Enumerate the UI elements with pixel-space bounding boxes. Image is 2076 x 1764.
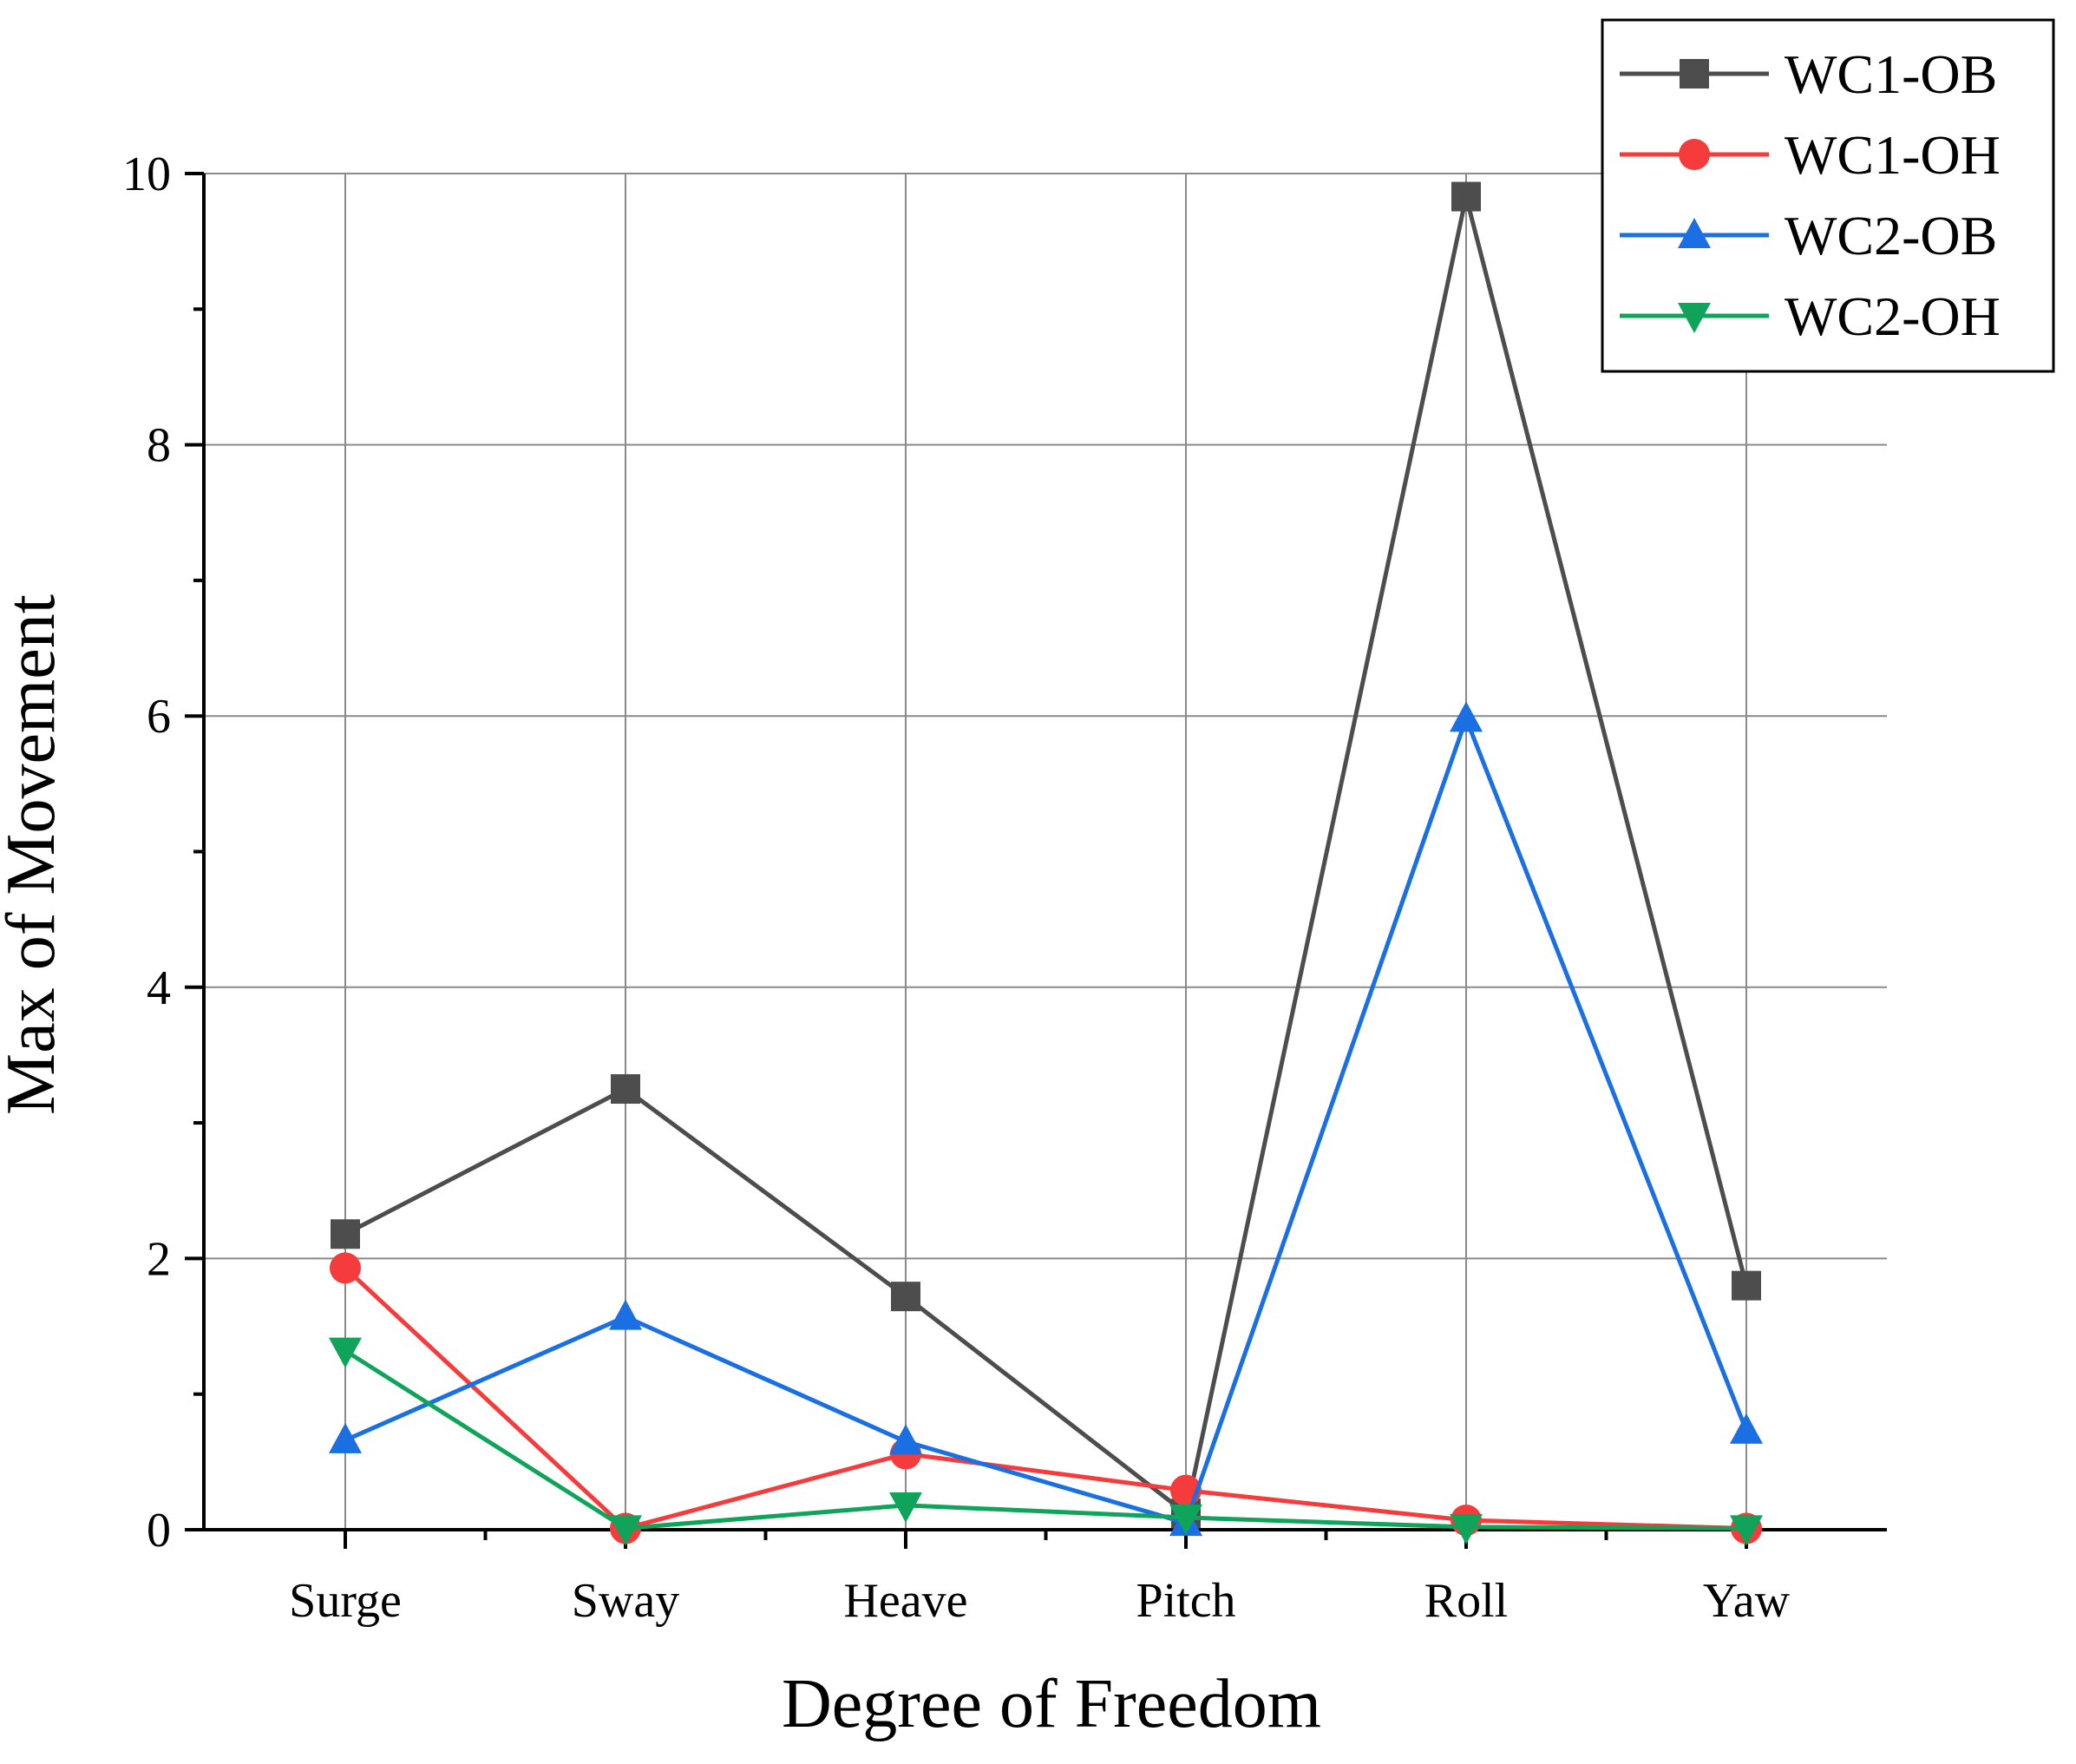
series-WC1-OH [330,1252,1762,1544]
legend-marker [1679,139,1710,170]
x-tick-label: Yaw [1703,1574,1791,1628]
legend-marker [1680,59,1709,89]
data-point [1451,181,1481,212]
legend-label: WC2-OH [1785,285,2001,347]
y-tick-label: 4 [147,961,171,1015]
data-point [1732,1270,1761,1301]
series-line [344,1348,1747,1531]
y-tick-label: 0 [147,1504,171,1557]
legend: WC1-OB WC1-OH WC2-OB WC2-OH [1601,18,2055,373]
data-point [609,1299,642,1330]
data-point [609,1515,642,1546]
series-line [344,1266,1747,1531]
series-WC1-OB [331,181,1761,1529]
data-point [330,1252,361,1284]
legend-marker [1678,303,1711,333]
x-tick-label: Roll [1424,1574,1508,1628]
legend-label: WC1-OH [1785,124,2001,186]
data-point [331,1219,360,1249]
legend-label: WC2-OB [1785,205,1997,266]
x-tick-label: Heave [843,1574,967,1628]
series-line [344,716,1749,1525]
data-point [329,1422,362,1453]
x-axis-title: Degree of Freedom [782,1666,1321,1742]
y-tick-label: 10 [122,148,171,201]
legend-item: WC2-OB [1620,205,1997,266]
series-layer [329,181,1763,1546]
legend-item: WC1-OH [1620,124,2001,186]
y-tick-label: 6 [147,690,171,744]
x-tick-label: Pitch [1136,1574,1235,1628]
data-point [1730,1515,1763,1546]
series-WC2-OB [329,701,1763,1537]
x-tick-label: Surge [289,1574,402,1628]
series-WC2-OH [329,1337,1763,1546]
data-point [889,1424,922,1455]
series-line [344,194,1749,1516]
data-point [1450,1513,1483,1544]
legend-marker [1678,218,1711,248]
data-point [889,1492,922,1523]
legend-box [1601,18,2055,373]
legend-item: WC2-OH [1620,285,2001,347]
y-tick-label: 2 [147,1232,171,1286]
x-tick-label: Sway [572,1574,679,1628]
data-point [1450,701,1483,732]
data-point [1730,1413,1763,1444]
legend-label: WC1-OB [1785,43,1997,105]
data-point [329,1337,362,1368]
data-point [1169,1504,1202,1535]
data-point [891,1282,920,1312]
data-point [611,1074,640,1105]
legend-item: WC1-OB [1620,43,1997,105]
y-tick-label: 8 [147,419,171,473]
y-axis-title: Max of Movement [0,594,69,1115]
